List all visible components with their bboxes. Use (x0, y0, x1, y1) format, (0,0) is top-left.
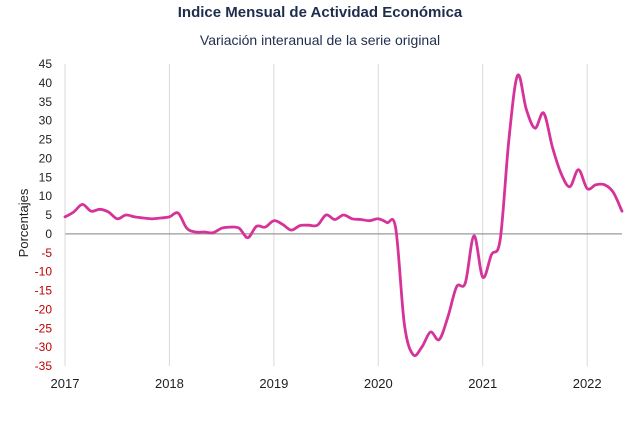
y-tick-label: -15 (35, 284, 53, 298)
y-tick-label: 40 (39, 76, 53, 90)
y-tick-label: 35 (39, 95, 53, 109)
x-tick-label: 2022 (573, 376, 602, 391)
x-tick-labels: 2017 2018 2019 2020 2021 2022 (51, 376, 602, 391)
x-tick-label: 2018 (155, 376, 184, 391)
y-tick-label: 20 (39, 151, 53, 165)
y-tick-label: 0 (45, 227, 52, 241)
y-tick-label: -20 (35, 302, 53, 316)
y-tick-label: -5 (41, 246, 52, 260)
x-tick-label: 2020 (364, 376, 393, 391)
series-line (63, 73, 624, 358)
y-tick-label: 25 (39, 133, 53, 147)
y-axis-label: Porcentajes (16, 188, 31, 257)
x-tick-label: 2021 (468, 376, 497, 391)
y-tick-label: 10 (39, 189, 53, 203)
x-tick-label: 2017 (51, 376, 80, 391)
y-tick-label: 5 (45, 208, 52, 222)
chart-title: Indice Mensual de Actividad Económica (177, 4, 463, 21)
chart-subtitle: Variación interanual de la serie origina… (199, 32, 441, 48)
y-tick-label: 45 (39, 57, 53, 71)
y-tick-label: -35 (35, 359, 53, 373)
y-tick-label: 30 (39, 114, 53, 128)
y-tick-label: -25 (35, 321, 53, 335)
y-tick-label: 15 (39, 170, 53, 184)
y-tick-label: -10 (35, 265, 53, 279)
y-tick-label: -30 (35, 340, 53, 354)
y-tick-labels: 45 40 35 30 25 20 15 10 5 0 -5 -10 -15 -20 -25 -30 -35 (35, 57, 53, 373)
x-tick-label: 2019 (259, 376, 288, 391)
